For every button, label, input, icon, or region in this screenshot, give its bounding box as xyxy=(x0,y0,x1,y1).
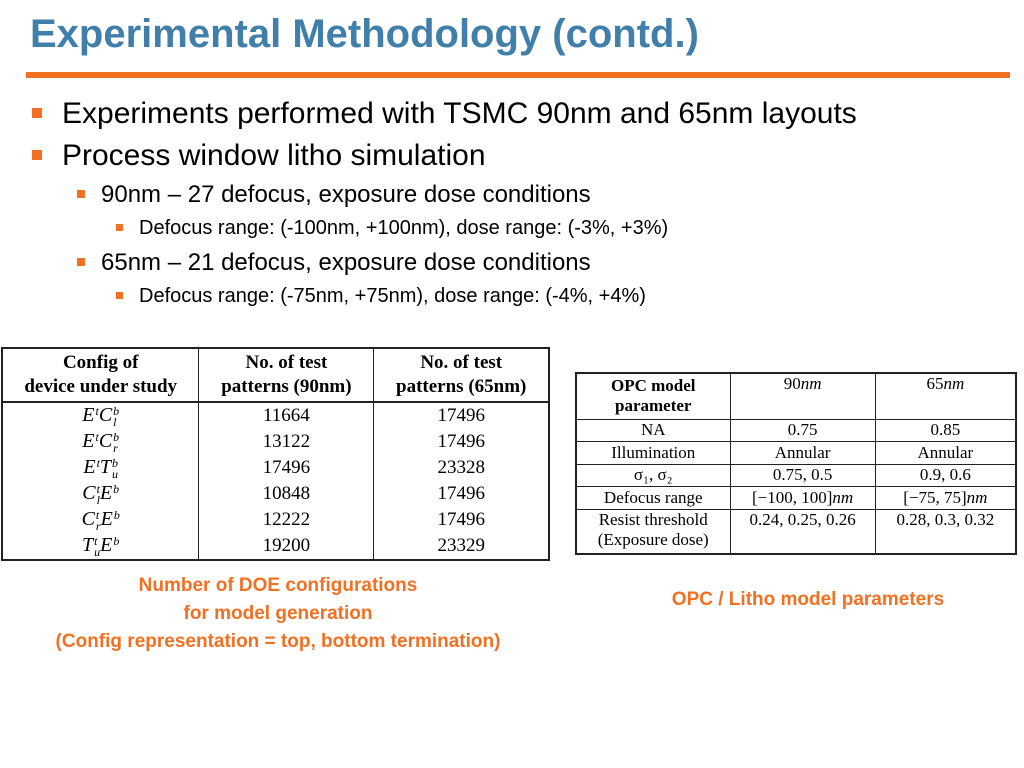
sub-sub-bullet-item: Defocus range: (-75nm, +75nm), dose rang… xyxy=(30,280,1004,314)
cell-65nm: 0.9, 0.6 xyxy=(874,463,1017,488)
bullet-text: Defocus range: (-75nm, +75nm), dose rang… xyxy=(139,285,646,307)
cell-65nm: 17496 xyxy=(373,402,550,429)
square-bullet-icon xyxy=(77,190,85,198)
bullet-text: 90nm – 27 defocus, exposure dose conditi… xyxy=(101,181,591,208)
opc-table: OPC model parameter 90nm 65nm NA 0.75 0.85 I… xyxy=(575,372,1017,555)
cell-65nm: 17496 xyxy=(373,481,550,507)
doe-table-caption: Number of DOE configurations for model g… xyxy=(55,575,501,652)
square-bullet-icon xyxy=(116,292,123,299)
cell-90nm: 19200 xyxy=(198,533,375,560)
sub-sub-bullet-item: Defocus range: (-100nm, +100nm), dose ra… xyxy=(30,212,1004,246)
param-cell: σ₁, σ₂ xyxy=(575,463,731,488)
table-header-row: OPC model parameter 90nm 65nm xyxy=(575,372,1017,420)
square-bullet-icon xyxy=(77,258,85,266)
cell-90nm: 13122 xyxy=(198,429,375,455)
bullet-text: 65nm – 21 defocus, exposure dose conditi… xyxy=(101,249,591,276)
cell-65nm: [−75, 75]nm xyxy=(874,486,1017,510)
title-divider xyxy=(26,72,1010,78)
column-header: 65nm xyxy=(874,372,1017,420)
param-cell: NA xyxy=(575,418,731,443)
cell-90nm: 0.75, 0.5 xyxy=(729,463,876,488)
column-header: No. of test patterns (65nm) xyxy=(373,348,550,403)
square-bullet-icon xyxy=(116,224,123,231)
cell-65nm: 17496 xyxy=(373,507,550,533)
bullet-list: Experiments performed with TSMC 90nm and… xyxy=(30,94,1004,314)
cell-90nm: 12222 xyxy=(198,507,375,533)
cell-65nm: Annular xyxy=(874,441,1017,465)
square-bullet-icon xyxy=(32,150,42,160)
square-bullet-icon xyxy=(32,108,42,118)
cell-65nm: 0.85 xyxy=(874,418,1017,443)
table-row: σ₁, σ₂ 0.75, 0.5 0.9, 0.6 xyxy=(575,463,1017,488)
param-cell: Illumination xyxy=(575,441,731,465)
bullet-item: Experiments performed with TSMC 90nm and… xyxy=(30,94,1004,136)
column-header: 90nm xyxy=(729,372,876,420)
doe-table: Config of device under study No. of test p… xyxy=(1,347,550,561)
table-row: Resist threshold (Exposure dose) 0.24, 0.2… xyxy=(575,508,1017,555)
sub-bullet-item: 65nm – 21 defocus, exposure dose conditi… xyxy=(30,246,1004,280)
cell-65nm: 0.28, 0.3, 0.32 xyxy=(874,508,1017,555)
param-cell: Defocus range xyxy=(575,486,731,510)
slide-title: Experimental Methodology (contd.) xyxy=(30,12,699,56)
cell-90nm: 10848 xyxy=(198,481,375,507)
cell-65nm: 23329 xyxy=(373,533,550,560)
table-row: NA 0.75 0.85 xyxy=(575,418,1017,443)
sub-bullet-item: 90nm – 27 defocus, exposure dose conditi… xyxy=(30,178,1004,212)
table-row: Illumination Annular Annular xyxy=(575,441,1017,465)
column-header: No. of test patterns (90nm) xyxy=(198,348,375,403)
cell-65nm: 17496 xyxy=(373,429,550,455)
bullet-text: Experiments performed with TSMC 90nm and… xyxy=(62,97,857,130)
param-cell: Resist threshold (Exposure dose) xyxy=(575,508,731,555)
column-header: OPC model parameter xyxy=(575,372,731,420)
bullet-text: Defocus range: (-100nm, +100nm), dose ra… xyxy=(139,217,669,239)
cell-90nm: [−100, 100]nm xyxy=(729,486,876,510)
cell-90nm: 17496 xyxy=(198,455,375,481)
cell-65nm: 23328 xyxy=(373,455,550,481)
cell-90nm: 11664 xyxy=(198,402,375,429)
column-header: Config of device under study xyxy=(1,348,200,403)
cell-90nm: 0.24, 0.25, 0.26 xyxy=(729,508,876,555)
bullet-text: Process window litho simulation xyxy=(62,139,486,172)
table-header-row: Config of device under study No. of test p… xyxy=(1,348,550,403)
cell-90nm: 0.75 xyxy=(729,418,876,443)
opc-table-caption: OPC / Litho model parameters xyxy=(671,589,945,610)
bullet-item: Process window litho simulation xyxy=(30,136,1004,178)
table-row: Defocus range [−100, 100]nm [−75, 75]nm xyxy=(575,486,1017,510)
cell-90nm: Annular xyxy=(729,441,876,465)
